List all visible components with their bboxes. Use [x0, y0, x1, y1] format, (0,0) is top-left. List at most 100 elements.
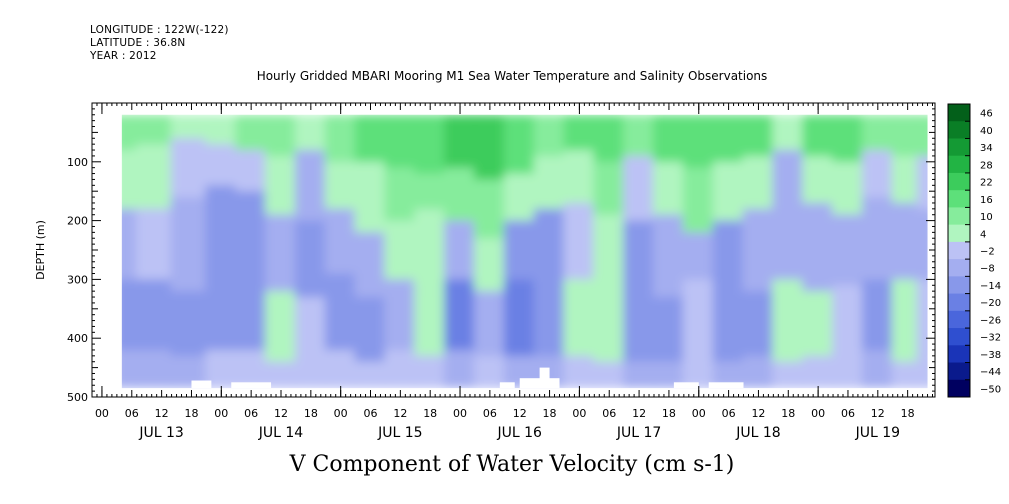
- heatmap-cell: [832, 285, 864, 356]
- heatmap-cell: [444, 279, 476, 350]
- heatmap-cell: [503, 114, 536, 174]
- heatmap-cell: [324, 161, 357, 209]
- heatmap-cell: [742, 208, 775, 292]
- missing-data-patch: [539, 367, 550, 389]
- heatmap-cell: [294, 220, 327, 298]
- heatmap-cell: [802, 155, 835, 203]
- x-hour-tick-label: 06: [722, 407, 736, 420]
- heatmap-cell: [802, 355, 835, 389]
- heatmap-cell: [414, 208, 447, 292]
- x-hour-tick-label: 00: [692, 407, 706, 420]
- heatmap-cell: [772, 150, 805, 198]
- x-hour-tick-label: 18: [184, 407, 198, 420]
- heatmap-cell: [354, 361, 387, 389]
- heatmap-cell: [742, 355, 775, 389]
- heatmap-cell: [473, 179, 506, 239]
- heatmap-cell: [444, 349, 476, 389]
- colorbar-tick-label: −8: [980, 264, 995, 275]
- colorbar-swatch: [948, 138, 970, 157]
- heatmap-cell: [891, 155, 919, 203]
- heatmap-cell: [861, 349, 894, 389]
- x-hour-tick-label: 00: [95, 407, 109, 420]
- heatmap-cell: [384, 167, 417, 221]
- heatmap-cell: [121, 150, 138, 209]
- heatmap-cell: [563, 355, 596, 389]
- colorbar-swatch: [948, 104, 970, 122]
- heatmap-cell: [384, 279, 417, 350]
- heatmap-cell: [265, 214, 297, 292]
- x-hour-tick-label: 06: [125, 407, 139, 420]
- heatmap-cell: [916, 279, 928, 362]
- colorbar-swatch: [948, 172, 970, 191]
- heatmap-cell: [170, 138, 208, 198]
- heatmap-cell: [916, 114, 928, 156]
- heatmap-cell: [170, 291, 208, 356]
- heatmap-cell: [384, 349, 417, 389]
- heatmap-cell: [354, 232, 387, 298]
- heatmap-cell: [772, 114, 805, 151]
- heatmap-cell: [354, 297, 387, 362]
- colorbar-tick-label: −2: [980, 247, 995, 258]
- missing-data-patch: [673, 382, 699, 389]
- x-hour-tick-label: 12: [751, 407, 765, 420]
- latitude-label: LATITUDE : 36.8N: [90, 37, 186, 49]
- heatmap-cell: [772, 279, 805, 362]
- colorbar-tick-label: 34: [980, 143, 993, 154]
- heatmap-cell: [832, 114, 864, 162]
- heatmap-cell: [891, 361, 919, 389]
- x-hour-tick-label: 18: [543, 407, 557, 420]
- heatmap-cell: [533, 279, 566, 356]
- heatmap-cell: [121, 208, 138, 280]
- heatmap-cell: [121, 114, 138, 151]
- heatmap-cell: [682, 349, 715, 389]
- heatmap-cell: [593, 161, 626, 215]
- colorbar-tick-label: −32: [980, 333, 1001, 344]
- y-tick-label: 300: [67, 273, 88, 286]
- colorbar-swatch: [948, 310, 970, 329]
- heatmap-cell: [294, 297, 327, 356]
- colorbar-swatch: [948, 362, 970, 381]
- heatmap-cell: [265, 155, 297, 215]
- heatmap-cell: [503, 220, 536, 280]
- heatmap-cell: [712, 114, 745, 162]
- heatmap-cell: [444, 167, 476, 221]
- heatmap-cell: [414, 355, 447, 389]
- colorbar-tick-label: 28: [980, 160, 993, 171]
- y-tick-label: 400: [67, 332, 88, 345]
- heatmap-cell: [653, 114, 685, 162]
- heatmap-cell: [623, 155, 655, 221]
- heatmap-cell: [623, 220, 655, 298]
- missing-data-patch: [231, 382, 272, 389]
- heatmap-cell: [205, 297, 238, 350]
- x-day-label: JUL 17: [616, 425, 661, 441]
- heatmap-cell: [623, 297, 655, 362]
- heatmap-cell: [473, 291, 506, 356]
- heatmap-cell: [294, 355, 327, 389]
- heatmap-cell: [354, 114, 387, 162]
- heatmap-cell: [832, 161, 864, 215]
- heatmap-cell: [682, 279, 715, 350]
- heatmap-cell: [294, 150, 327, 221]
- x-hour-tick-label: 18: [304, 407, 318, 420]
- heatmap-cell: [802, 114, 835, 156]
- heatmap-cell: [444, 220, 476, 280]
- heatmap-cell: [772, 361, 805, 389]
- x-hour-tick-label: 06: [364, 407, 378, 420]
- heatmap-cell: [205, 144, 238, 186]
- heatmap-cell: [832, 214, 864, 286]
- colorbar-swatch: [948, 155, 970, 174]
- heatmap-cell: [802, 202, 835, 292]
- heatmap-cell: [653, 297, 685, 362]
- colorbar-tick-label: −44: [980, 367, 1001, 378]
- colorbar-swatch: [948, 121, 970, 139]
- colorbar-swatch: [948, 207, 970, 226]
- heatmap-cell: [772, 197, 805, 280]
- colorbar-tick-label: 46: [980, 109, 993, 120]
- heatmap-cell: [414, 173, 447, 209]
- x-hour-tick-label: 00: [811, 407, 825, 420]
- heatmap-cell: [802, 291, 835, 356]
- colorbar-swatch: [948, 379, 970, 398]
- heatmap-cell: [891, 279, 919, 362]
- heatmap-cell: [861, 150, 894, 198]
- heatmap-cell: [742, 291, 775, 356]
